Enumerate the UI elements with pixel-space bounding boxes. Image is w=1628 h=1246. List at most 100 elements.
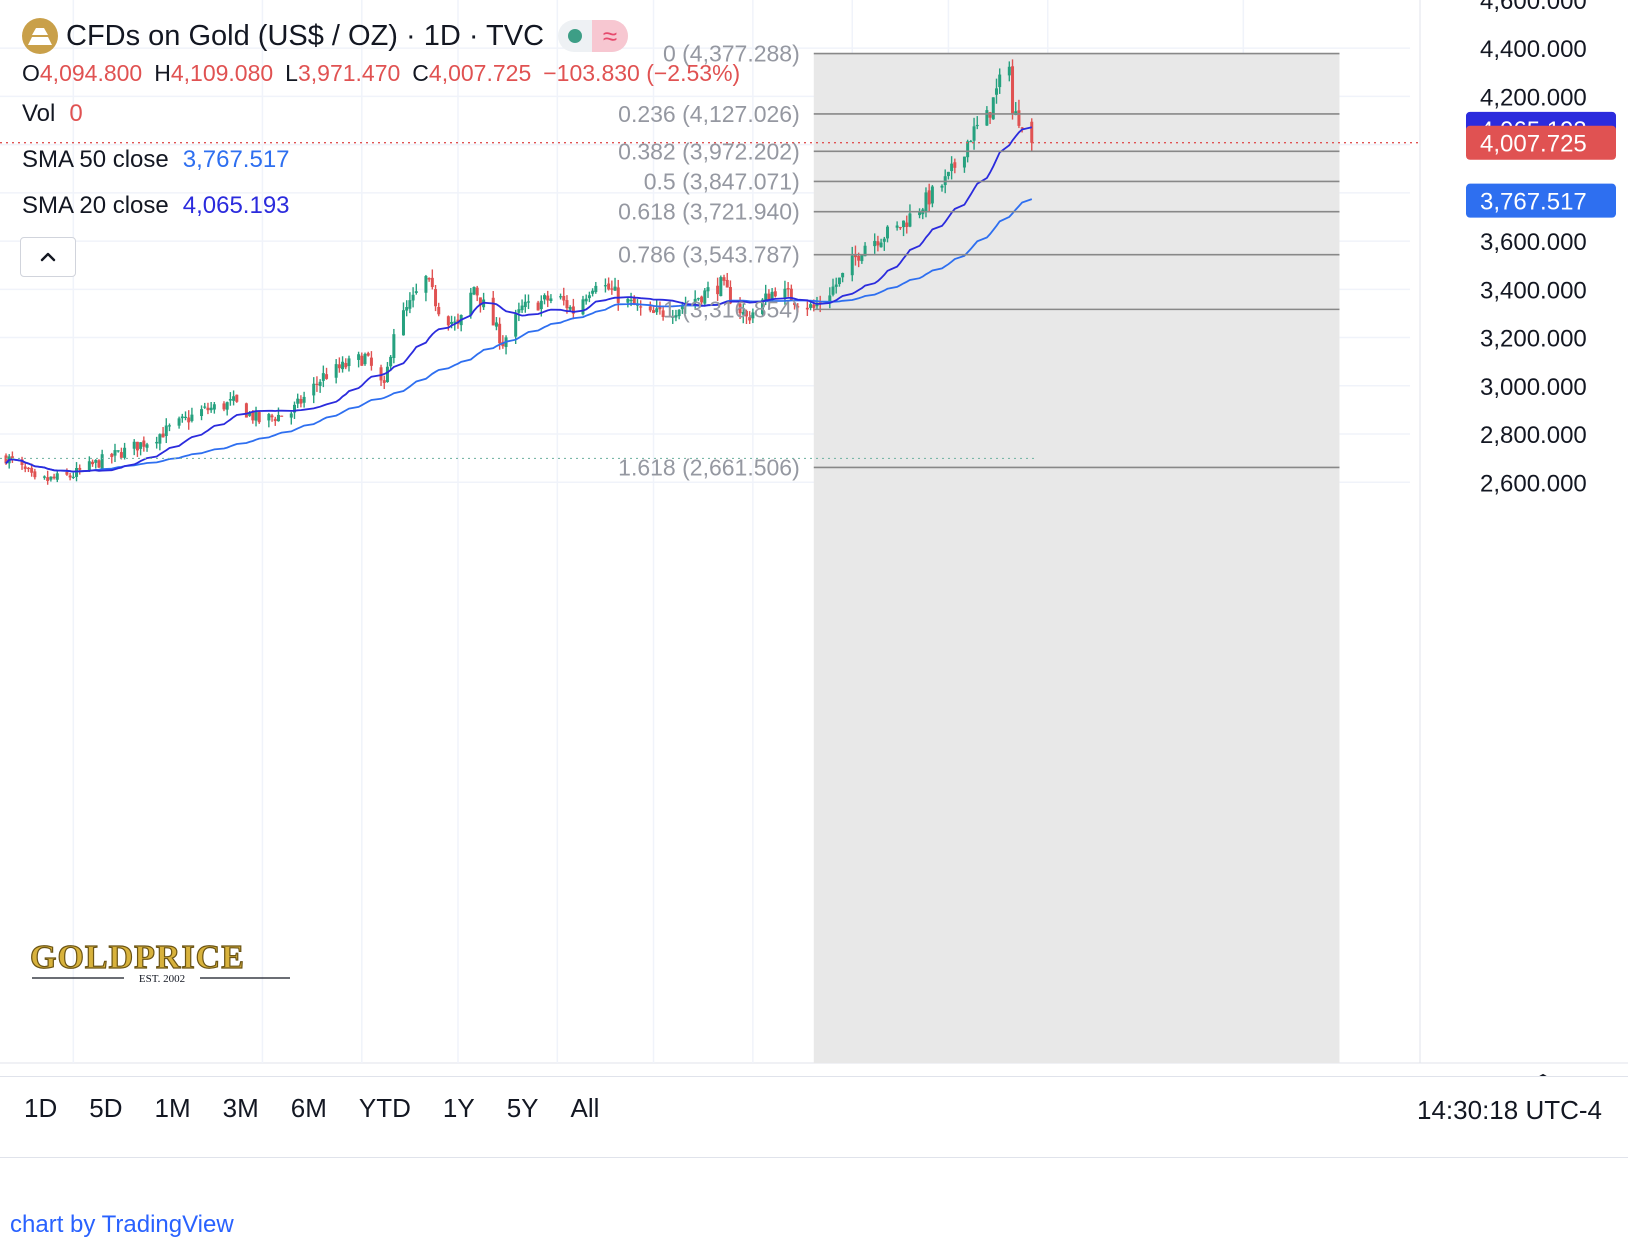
candle-body	[876, 241, 880, 246]
sma20-legend[interactable]: SMA 20 close 4,065.193	[22, 192, 290, 220]
open-key: O	[22, 60, 40, 86]
candle-body	[725, 279, 729, 288]
candle-body	[446, 316, 450, 326]
candle-body	[834, 284, 838, 287]
range-all-button[interactable]: All	[570, 1093, 600, 1123]
chart-header: CFDs on Gold (US$ / OZ) · 1D · TVC ≈	[22, 14, 629, 58]
candle-body	[139, 442, 143, 449]
volume-label: Vol	[22, 100, 56, 127]
candle-body	[703, 290, 707, 304]
candle-body	[469, 292, 473, 316]
candle-body	[648, 306, 652, 311]
fibonacci-zone[interactable]	[813, 53, 1340, 1063]
sma20-line	[5, 126, 1032, 473]
price-axis-label: 4,200.000	[1480, 84, 1587, 111]
market-status-pill[interactable]: ≈	[558, 20, 629, 52]
candle-body	[408, 300, 412, 309]
candle-body	[661, 310, 665, 317]
candle-body	[228, 399, 232, 401]
candle-body	[382, 380, 386, 383]
candle-body	[738, 303, 742, 314]
collapse-legend-button[interactable]	[20, 237, 76, 277]
candle-body	[626, 298, 630, 303]
candle-body	[427, 278, 431, 280]
range-6m-button[interactable]: 6M	[290, 1093, 327, 1123]
range-1y-button[interactable]: 1Y	[442, 1093, 475, 1123]
open-value: 4,094.800	[39, 60, 143, 86]
candle-body	[927, 190, 931, 205]
candle-body	[46, 477, 50, 481]
candle-body	[610, 288, 614, 290]
high-value: 4,109.080	[170, 60, 274, 86]
candle-body	[680, 306, 684, 310]
candle-body	[289, 413, 293, 418]
candle-body	[783, 288, 787, 299]
candle-body	[187, 417, 191, 423]
fib-level-label: 0.236 (4,127.026)	[618, 101, 800, 127]
candle-body	[616, 287, 620, 303]
candle-body	[450, 321, 454, 324]
delayed-data-icon: ≈	[592, 20, 629, 52]
candle-body	[424, 276, 428, 293]
tradingview-credit-link[interactable]: chart by TradingView	[10, 1211, 234, 1238]
candle-body	[55, 473, 59, 480]
price-axis-label: 4,600.000	[1480, 0, 1587, 15]
candle-body	[26, 467, 30, 470]
candle-body	[594, 285, 598, 293]
candle-body	[389, 356, 393, 367]
candle-body	[764, 293, 768, 301]
sma50-legend[interactable]: SMA 50 close 3,767.517	[22, 146, 290, 174]
volume-legend[interactable]: Vol 0	[22, 100, 83, 128]
candle-body	[273, 418, 277, 422]
candle-body	[828, 295, 832, 302]
time-zone-clock[interactable]: 14:30:18 UTC-4	[1417, 1095, 1602, 1125]
candle-body	[145, 444, 149, 448]
range-5y-button[interactable]: 5Y	[506, 1093, 539, 1123]
candle-body	[988, 112, 992, 118]
candle-body	[184, 416, 188, 418]
symbol-title[interactable]: CFDs on Gold (US$ / OZ) · 1D · TVC	[66, 19, 545, 52]
candle-body	[254, 411, 258, 421]
candle-body	[180, 416, 184, 419]
candle-body	[347, 358, 351, 367]
candle-body	[716, 285, 720, 295]
candle-body	[943, 176, 947, 186]
range-1d-button[interactable]: 1D	[24, 1093, 58, 1123]
candle-body	[969, 141, 973, 143]
low-value: 3,971.470	[297, 60, 401, 86]
candle-body	[607, 283, 611, 290]
candle-body	[200, 409, 204, 417]
candle-body	[312, 383, 316, 396]
candle-body	[209, 407, 213, 411]
candle-body	[123, 447, 127, 458]
price-tag-label: 4,007.725	[1480, 131, 1587, 158]
price-chart[interactable]: 0 (4,377.288)0.236 (4,127.026)0.382 (3,9…	[0, 0, 1628, 1076]
candle-body	[392, 334, 396, 359]
candle-body	[994, 88, 998, 95]
candle-body	[671, 316, 675, 318]
range-ytd-button[interactable]: YTD	[358, 1093, 411, 1123]
goldprice-logo: GOLDPRICE	[30, 939, 245, 976]
candle-body	[905, 222, 909, 228]
candle-body	[571, 306, 575, 314]
candle-body	[966, 141, 970, 158]
range-5d-button[interactable]: 5D	[89, 1093, 123, 1123]
candle-body	[155, 441, 159, 444]
candle-body	[924, 192, 928, 212]
fib-level-label: 0 (4,377.288)	[663, 41, 800, 67]
candle-body	[719, 277, 723, 297]
range-1m-button[interactable]: 1M	[154, 1093, 191, 1123]
candle-body	[357, 354, 361, 360]
candle-body	[366, 353, 370, 356]
candle-body	[770, 291, 774, 301]
candle-body	[873, 240, 877, 247]
range-3m-button[interactable]: 3M	[222, 1093, 259, 1123]
candle-body	[478, 297, 482, 306]
candle-body	[850, 255, 854, 276]
candle-body	[119, 452, 123, 458]
candle-body	[337, 364, 341, 369]
candle-body	[898, 226, 902, 229]
candle-body	[292, 404, 296, 413]
candle-body	[385, 366, 389, 382]
candle-body	[559, 296, 563, 298]
